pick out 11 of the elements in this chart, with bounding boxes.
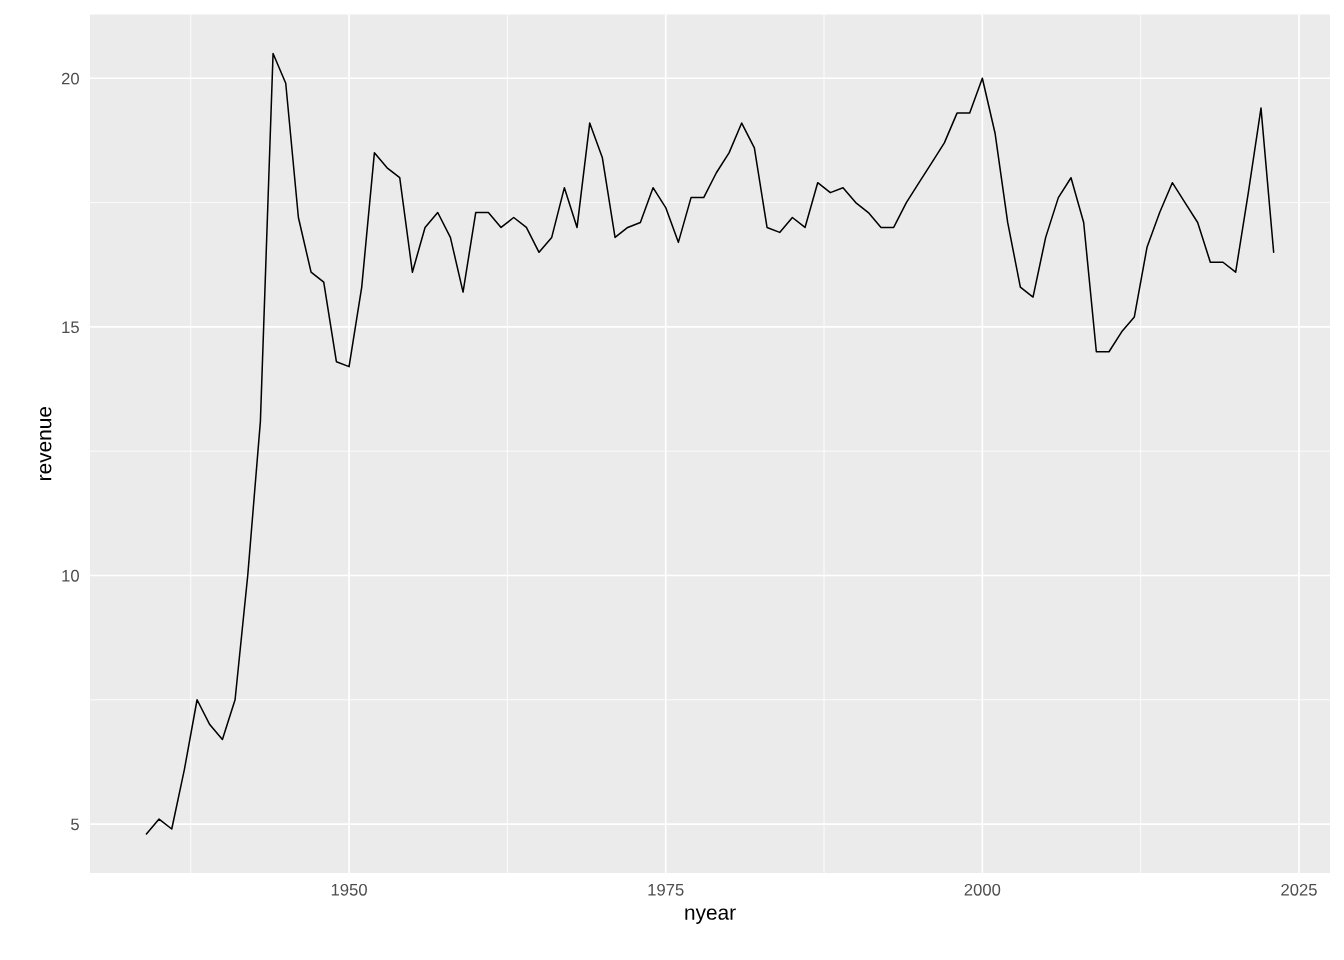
line-series — [145, 52, 1275, 835]
x-tick-label: 1950 — [331, 883, 367, 896]
y-tick-label: 10 — [62, 569, 79, 582]
x-axis-title: nyear — [685, 908, 736, 924]
x-tick-label: 2000 — [964, 883, 1001, 896]
x-tick-label: 1975 — [648, 883, 684, 896]
y-tick-label: 5 — [71, 818, 79, 831]
x-tick-label: 2025 — [1281, 883, 1317, 896]
y-tick-label: 15 — [62, 321, 79, 334]
y-axis-title: revenue — [40, 406, 52, 480]
y-tick-label: 20 — [61, 72, 79, 85]
